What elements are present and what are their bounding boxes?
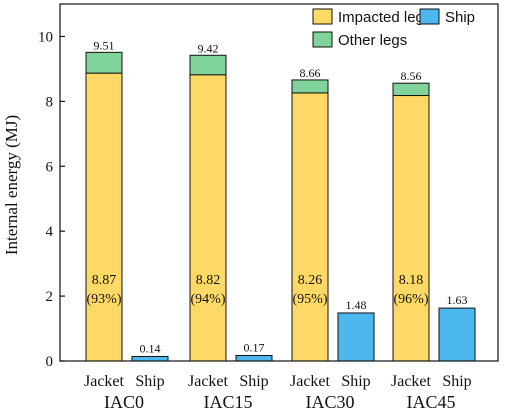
impacted-value-label: 8.26 (298, 273, 323, 288)
bar-other-legs (85, 51, 123, 74)
x-sub-label-ship: Ship (239, 373, 268, 390)
legend-label: Other legs (338, 32, 407, 49)
y-tick-label: 6 (46, 159, 54, 175)
jacket-total-label: 9.51 (94, 38, 115, 52)
x-group-label: IAC15 (204, 392, 253, 412)
x-group-label: IAC45 (407, 392, 456, 412)
x-group-label: IAC0 (104, 392, 144, 412)
y-tick-label: 4 (46, 224, 54, 240)
bar-other-legs (392, 82, 430, 97)
bar-impacted-leg (189, 74, 227, 362)
ship-value-label: 0.17 (244, 340, 265, 354)
impacted-percent-label: (93%) (87, 292, 122, 307)
x-sub-label-jacket: Jacket (290, 373, 331, 390)
jacket-total-label: 8.66 (300, 66, 321, 80)
impacted-percent-label: (95%) (293, 292, 328, 307)
axes: 0 2 4 6 8 10 (38, 3, 499, 370)
impacted-value-label: 8.87 (92, 273, 117, 288)
bar-other-legs (189, 54, 227, 76)
ship-value-label: 0.14 (140, 341, 161, 355)
impacted-value-label: 8.18 (399, 273, 424, 288)
x-sub-label-ship: Ship (135, 373, 164, 390)
y-tick-label: 0 (46, 354, 54, 370)
y-tick-label: 2 (46, 289, 54, 305)
x-sub-label-jacket: Jacket (84, 373, 125, 390)
jacket-total-label: 9.42 (198, 41, 219, 55)
impacted-percent-label: (96%) (394, 292, 429, 307)
bars (85, 51, 476, 362)
plot-frame (59, 3, 499, 362)
legend-swatch (312, 8, 333, 25)
bar-other-legs (291, 79, 329, 94)
legend-label: Impacted leg (338, 9, 424, 26)
x-sub-label-jacket: Jacket (188, 373, 229, 390)
legend-swatch (312, 31, 333, 48)
x-sub-label-jacket: Jacket (391, 373, 432, 390)
bar-impacted-leg (291, 92, 329, 362)
x-group-label: IAC30 (306, 392, 355, 412)
bar-ship (235, 354, 273, 362)
x-sub-label-ship: Ship (341, 373, 370, 390)
impacted-value-label: 8.82 (196, 273, 221, 288)
ship-value-label: 1.48 (346, 298, 367, 312)
ship-value-label: 1.63 (447, 293, 468, 307)
y-tick-label: 10 (38, 29, 53, 45)
y-axis-title: Internal energy (MJ) (2, 115, 21, 255)
y-tick-label: 8 (46, 94, 54, 110)
bar-ship (337, 312, 375, 362)
jacket-total-label: 8.56 (401, 69, 422, 83)
x-sub-label-ship: Ship (442, 373, 471, 390)
legend: Impacted leg Ship Other legs (312, 8, 475, 49)
impacted-percent-label: (94%) (191, 292, 226, 307)
legend-label: Ship (445, 9, 475, 26)
labels: 9.51 0.14 8.87 (93%) Jacket Ship IAC0 9.42 0.17 8… (84, 38, 472, 412)
bar-impacted-leg (392, 95, 430, 362)
bar-impacted-leg (85, 72, 123, 362)
legend-swatch (419, 8, 440, 25)
bar-ship (438, 307, 476, 362)
bar-ship (131, 355, 169, 362)
